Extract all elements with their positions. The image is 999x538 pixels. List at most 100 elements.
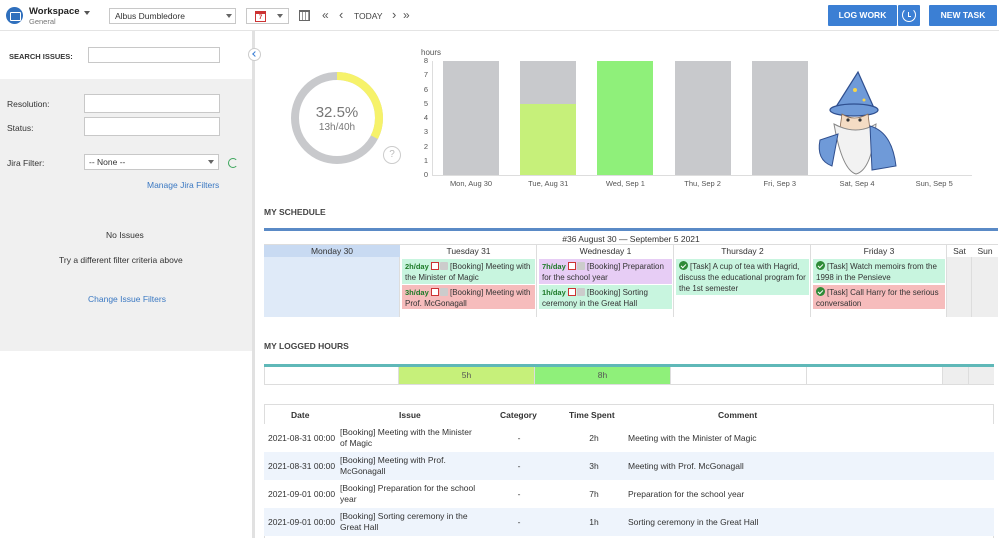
try-different-text: Try a different filter criteria above — [59, 255, 183, 265]
col-header-time-spent[interactable]: Time Spent — [569, 410, 615, 420]
logged-cell-wednesday[interactable]: 8h — [535, 367, 671, 384]
booking-hours: 2h/day — [405, 262, 429, 271]
timer-button[interactable] — [898, 5, 920, 26]
table-row[interactable]: 2021-08-31 00:00 [Booking] Meeting with t… — [264, 424, 994, 452]
schedule-heading: MY SCHEDULE — [264, 207, 326, 217]
help-icon[interactable]: ? — [383, 146, 401, 164]
booking-text: [Booking] Meeting with the Minister of M… — [405, 262, 531, 282]
refresh-icon[interactable] — [228, 158, 238, 168]
task-card[interactable]: [Task] A cup of tea with Hagrid, discuss… — [676, 259, 809, 295]
search-panel: SEARCH ISSUES: — [0, 31, 252, 79]
y-tick-label: 7 — [423, 70, 428, 80]
date-picker[interactable]: 7 — [246, 8, 289, 24]
user-select-chevron-down-icon — [226, 14, 232, 18]
cell-date: 2021-08-31 00:00 — [268, 433, 336, 443]
repeat-icon — [577, 288, 585, 296]
workspace-icon[interactable] — [6, 7, 23, 24]
wizard-mascot-image — [812, 70, 902, 176]
col-header-category[interactable]: Category — [500, 410, 537, 420]
today-button[interactable]: TODAY — [354, 11, 383, 21]
prev-week-button[interactable]: ‹ — [339, 7, 344, 22]
x-tick-label: Wed, Sep 1 — [605, 179, 645, 188]
new-task-button[interactable]: NEW TASK — [929, 5, 997, 26]
day-col-saturday[interactable] — [947, 245, 972, 317]
table-row[interactable]: 2021-09-01 00:00 [Booking] Preparation fo… — [264, 480, 994, 508]
calendar-day-icon: 7 — [255, 11, 266, 22]
y-tick-label: 4 — [423, 113, 428, 122]
col-header-date[interactable]: Date — [291, 410, 310, 420]
day-col-tuesday[interactable] — [400, 245, 537, 317]
task-card[interactable]: [Task] Watch memoirs from the 1998 in th… — [813, 259, 945, 283]
day-col-friday[interactable] — [811, 245, 947, 317]
y-tick-label: 6 — [423, 84, 428, 94]
day-col-monday[interactable] — [264, 245, 400, 317]
workspace-chevron-down-icon[interactable] — [84, 11, 90, 15]
day-col-wednesday[interactable] — [537, 245, 674, 317]
logged-bar — [520, 103, 577, 175]
booking-card[interactable]: 2h/day [Booking] Meeting with the Minist… — [402, 259, 535, 284]
booking-hours: 7h/day — [542, 262, 566, 271]
donut-hours: 13h/40h — [318, 122, 356, 133]
chart-y-axis — [432, 61, 433, 175]
booking-card[interactable]: 1h/day [Booking] Sorting ceremony in the… — [539, 285, 672, 309]
day-col-sunday[interactable] — [972, 245, 998, 317]
log-work-button[interactable]: LOG WORK — [828, 5, 897, 26]
calendar-icon — [431, 288, 439, 296]
last-week-button[interactable]: » — [403, 8, 410, 22]
calendar-icon — [431, 262, 439, 270]
day-header-saturday: Sat — [947, 245, 972, 257]
timer-icon — [902, 8, 916, 22]
cell-issue: [Booking] Meeting with Prof. McGonagall — [340, 455, 446, 476]
logged-hours-heading: MY LOGGED HOURS — [264, 341, 349, 351]
logged-hours-row: 5h 8h — [264, 367, 994, 385]
table-row[interactable]: 2021-09-01 00:00 [Booking] Sorting ceremo… — [264, 508, 994, 536]
cell-date: 2021-09-01 00:00 — [268, 517, 336, 527]
day-col-thursday[interactable] — [674, 245, 811, 317]
utilization-donut: 32.5% 13h/40h — [290, 71, 384, 165]
logged-bar — [597, 61, 654, 175]
col-header-issue[interactable]: Issue — [399, 410, 421, 420]
jira-filter-select[interactable]: -- None -- — [84, 154, 219, 170]
search-input[interactable] — [88, 47, 220, 63]
workspace-title[interactable]: Workspace — [29, 6, 80, 17]
next-week-button[interactable]: › — [392, 7, 397, 22]
booking-hours: 1h/day — [542, 288, 566, 297]
resolution-label: Resolution: — [7, 99, 50, 109]
date-picker-chevron-down-icon — [277, 14, 283, 18]
sidebar-splitter[interactable] — [252, 31, 255, 538]
task-card[interactable]: [Task] Call Harry for the serious conver… — [813, 285, 945, 309]
first-week-button[interactable]: « — [322, 8, 329, 22]
calendar-grid-icon[interactable] — [299, 10, 310, 21]
booking-text: [Booking] Sorting ceremony in the Great … — [542, 288, 648, 308]
schedule-grid: Monday 30 Tuesday 31 Wednesday 1 Thursda… — [264, 244, 998, 317]
day-header-wednesday: Wednesday 1 — [579, 246, 632, 256]
booking-card[interactable]: 7h/day [Booking] Preparation for the sch… — [539, 259, 672, 284]
col-header-comment[interactable]: Comment — [718, 410, 758, 420]
manage-jira-filters-link[interactable]: Manage Jira Filters — [147, 180, 220, 190]
cell-time: 7h — [589, 489, 599, 499]
task-text: [Task] A cup of tea with Hagrid, discuss… — [679, 262, 806, 293]
change-issue-filters-link[interactable]: Change Issue Filters — [88, 294, 166, 304]
search-issues-label: SEARCH ISSUES: — [9, 52, 73, 61]
day-header-monday: Monday 30 — [264, 245, 400, 257]
calendar-icon — [568, 262, 576, 270]
cell-comment: Meeting with the Minister of Magic — [628, 433, 757, 443]
calendar-icon — [568, 288, 576, 296]
status-field[interactable] — [84, 117, 220, 136]
user-select[interactable]: Albus Dumbledore — [109, 8, 236, 24]
table-row[interactable]: 2021-08-31 00:00 [Booking] Meeting with P… — [264, 452, 994, 480]
resolution-field[interactable] — [84, 94, 220, 113]
cell-time: 1h — [589, 517, 599, 527]
y-tick-label: 0 — [423, 170, 428, 179]
collapse-sidebar-button[interactable] — [248, 48, 261, 61]
cell-issue: [Booking] Sorting ceremony in the Great … — [340, 511, 468, 532]
x-tick-label: Mon, Aug 30 — [449, 179, 493, 188]
y-tick-label: 1 — [423, 155, 428, 165]
cell-category: - — [517, 433, 521, 443]
status-label: Status: — [7, 123, 34, 133]
day-header-friday: Friday 3 — [863, 246, 895, 256]
timer-hand-icon — [908, 12, 911, 17]
logged-cell-tuesday[interactable]: 5h — [399, 367, 535, 384]
booking-card[interactable]: 3h/day [Booking] Meeting with Prof. McGo… — [402, 285, 535, 309]
jira-filter-label: Jira Filter: — [7, 158, 45, 168]
